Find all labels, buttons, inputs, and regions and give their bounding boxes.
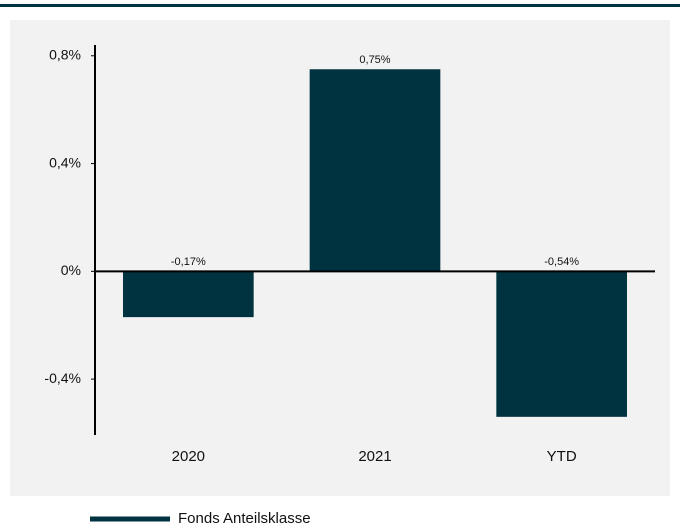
data-label: -0,17% [171, 256, 206, 268]
bar [309, 69, 441, 272]
bar [496, 271, 627, 417]
x-tick-label: 2021 [358, 448, 391, 465]
y-tick-label: -0,4% [44, 370, 81, 386]
x-tick-label: 2020 [172, 448, 205, 465]
legend-label: Fonds Anteilsklasse [178, 510, 311, 527]
y-tick-label: 0,4% [49, 154, 81, 170]
data-label: 0,75% [359, 54, 390, 66]
top-rule [0, 4, 680, 7]
data-label: -0,54% [544, 256, 579, 268]
bar [123, 271, 254, 318]
y-tick-label: 0,8% [49, 46, 81, 62]
y-tick-label: 0% [61, 262, 81, 278]
x-tick-label: YTD [547, 448, 577, 465]
